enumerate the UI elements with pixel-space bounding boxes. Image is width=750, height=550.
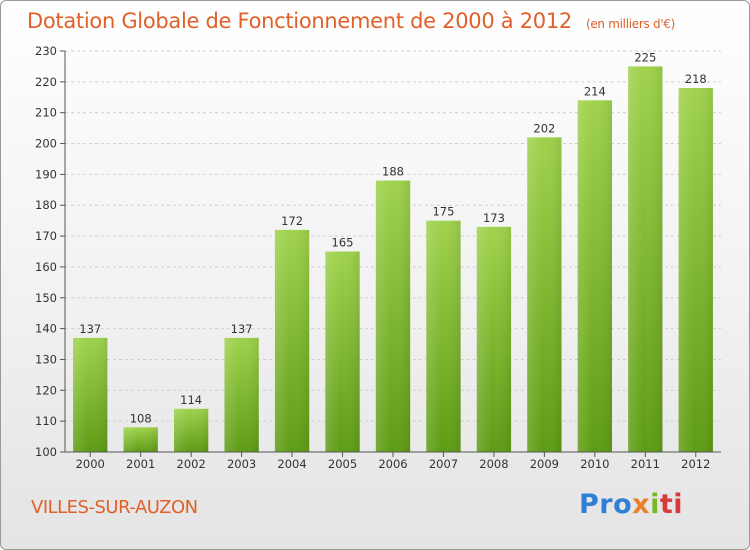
bars (73, 66, 713, 453)
chart-title-text: Dotation Globale de Fonctionnement de 20… (27, 9, 572, 33)
x-axis-ticks: 2000 2001 2002 2003 2004 2005 2006 2007 2008 2009… (76, 452, 710, 471)
y-tick-label: 160 (35, 260, 57, 274)
logo-part-1: Pro (579, 489, 633, 520)
data-label: 165 (332, 236, 354, 250)
bar-shine (375, 180, 411, 453)
y-tick-label: 200 (35, 137, 57, 151)
x-tick-label: 2007 (429, 457, 458, 471)
y-tick-label: 110 (35, 414, 57, 428)
data-label: 172 (281, 214, 303, 228)
x-tick-label: 2000 (76, 457, 105, 471)
y-tick-label: 180 (35, 198, 57, 212)
bar-shine (527, 137, 562, 452)
bar-shine (476, 226, 512, 452)
bar-shine (426, 220, 461, 452)
x-tick-label: 2003 (227, 457, 256, 471)
data-label: 108 (130, 411, 152, 425)
data-label: 214 (584, 84, 606, 98)
data-label: 137 (231, 322, 253, 336)
data-label: 175 (432, 205, 454, 219)
logo-part-3: i (650, 489, 660, 520)
y-tick-label: 210 (35, 106, 57, 120)
proxiti-logo: Proxiti (579, 489, 683, 520)
bar-shine (173, 408, 209, 452)
y-tick-label: 220 (35, 75, 57, 89)
x-tick-label: 2002 (177, 457, 206, 471)
data-label: 218 (685, 72, 707, 86)
x-tick-label: 2009 (530, 457, 559, 471)
y-tick-label: 230 (35, 44, 57, 58)
y-tick-label: 120 (35, 383, 57, 397)
x-tick-label: 2010 (580, 457, 609, 471)
data-label: 114 (180, 393, 202, 407)
data-label: 137 (79, 322, 101, 336)
logo-part-2: x (632, 489, 651, 520)
bar-shine (224, 337, 259, 452)
x-tick-label: 2008 (479, 457, 508, 471)
data-label: 188 (382, 165, 404, 179)
x-tick-label: 2004 (277, 457, 306, 471)
bar-shine (274, 229, 310, 452)
data-label: 173 (483, 211, 505, 225)
y-tick-label: 140 (35, 322, 57, 336)
y-tick-label: 190 (35, 167, 57, 181)
bar-shine (678, 88, 713, 452)
y-tick-label: 150 (35, 291, 57, 305)
bar-shine (628, 66, 663, 452)
logo-part-4: ti (659, 489, 684, 520)
x-tick-label: 2006 (378, 457, 407, 471)
data-label: 202 (533, 121, 555, 135)
bar-shine (577, 100, 613, 452)
y-tick-label: 100 (35, 445, 57, 459)
bar-shine (123, 427, 158, 452)
chart-title: Dotation Globale de Fonctionnement de 20… (27, 9, 675, 33)
x-tick-label: 2005 (328, 457, 357, 471)
y-axis-ticks: 100 110 120 130 140 150 160 170 180 190 200 210 220 2… (35, 44, 65, 459)
x-tick-label: 2012 (681, 457, 710, 471)
axes (64, 51, 721, 453)
bar-shine (325, 251, 360, 452)
y-tick-label: 170 (35, 229, 57, 243)
x-tick-label: 2011 (631, 457, 660, 471)
y-tick-label: 130 (35, 352, 57, 366)
commune-name: VILLES-SUR-AUZON (31, 497, 198, 518)
data-label: 225 (634, 50, 656, 64)
data-labels: 137 108 114 137 172 165 188 175 173 202 214 225 218 (79, 50, 706, 425)
chart-subtitle: (en milliers d'€) (585, 17, 675, 31)
x-tick-label: 2001 (126, 457, 155, 471)
bar-shine (73, 337, 108, 452)
